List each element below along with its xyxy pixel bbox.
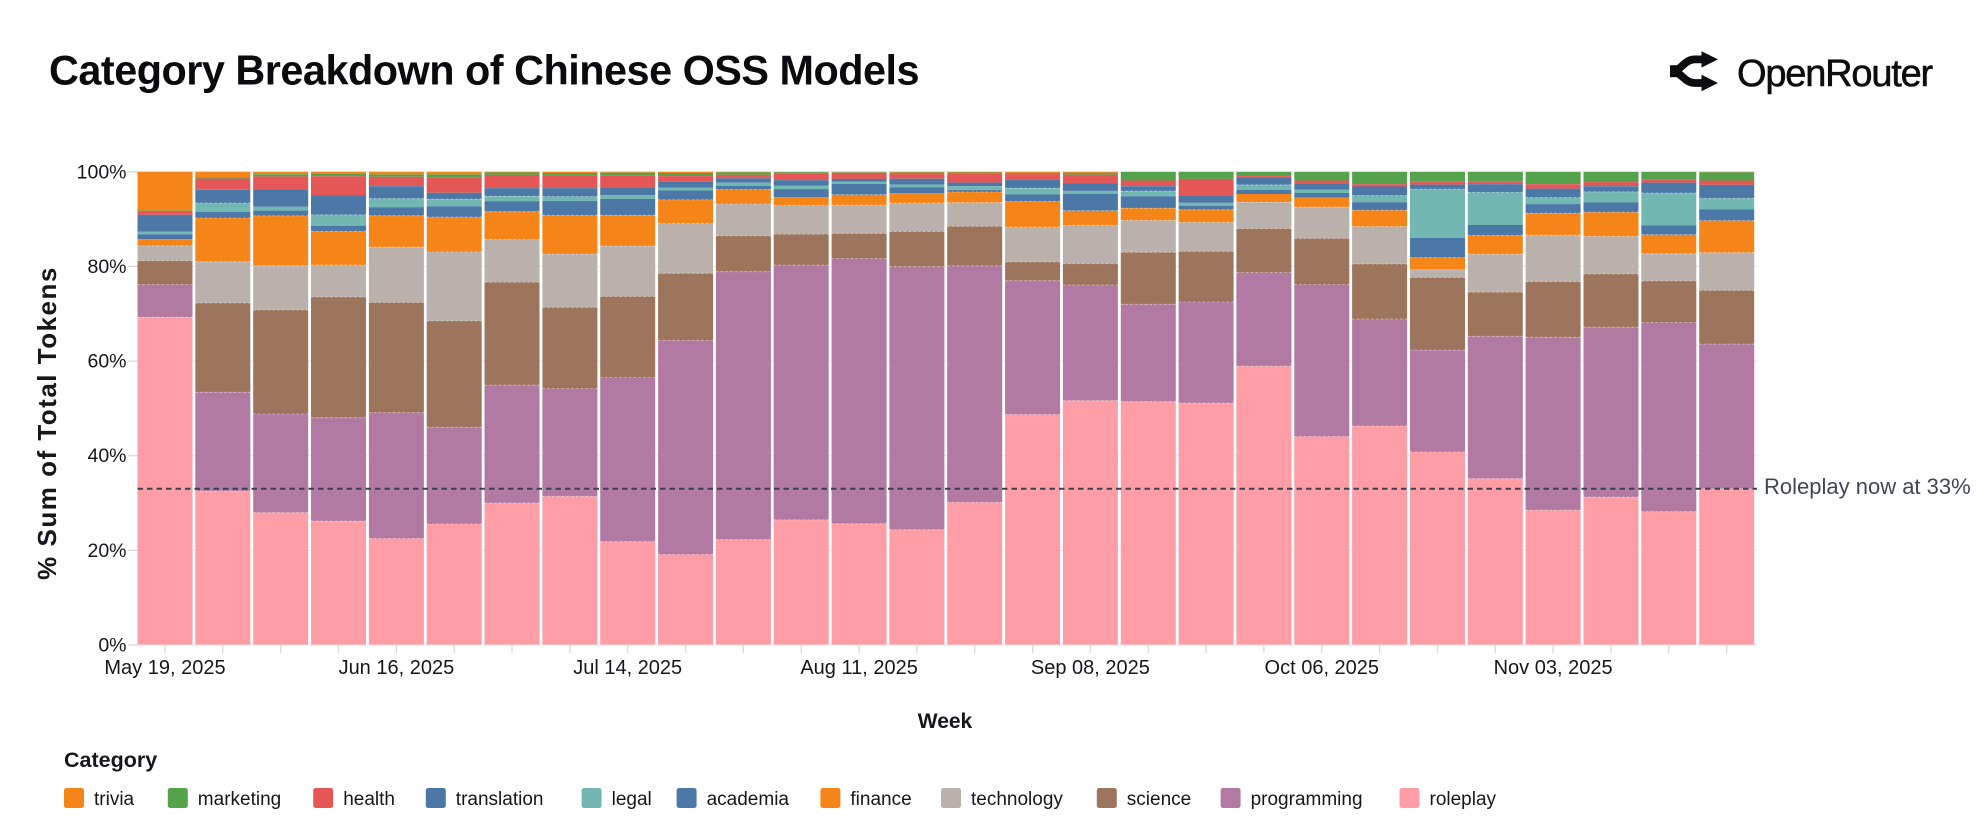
svg-text:60%: 60% [87, 351, 126, 373]
svg-text:100%: 100% [77, 161, 127, 183]
svg-text:80%: 80% [87, 256, 126, 278]
svg-text:Category Breakdown of Chinese: Category Breakdown of Chinese OSS Models [49, 48, 919, 94]
svg-text:programming: programming [1251, 789, 1363, 810]
svg-text:Oct 06, 2025: Oct 06, 2025 [1265, 657, 1380, 679]
svg-text:roleplay: roleplay [1430, 789, 1497, 810]
svg-text:legal: legal [612, 789, 652, 810]
svg-text:trivia: trivia [94, 789, 135, 810]
svg-text:science: science [1127, 789, 1191, 810]
svg-text:Category: Category [64, 748, 157, 772]
svg-text:0%: 0% [98, 635, 126, 657]
svg-text:academia: academia [707, 789, 790, 810]
svg-text:Jul 14, 2025: Jul 14, 2025 [573, 657, 682, 679]
svg-text:Sep 08, 2025: Sep 08, 2025 [1031, 657, 1150, 679]
svg-text:Nov 03, 2025: Nov 03, 2025 [1494, 657, 1613, 679]
svg-text:translation: translation [456, 789, 544, 810]
svg-text:40%: 40% [87, 445, 126, 467]
svg-text:Jun 16, 2025: Jun 16, 2025 [339, 657, 455, 679]
svg-text:Aug 11, 2025: Aug 11, 2025 [800, 657, 918, 679]
svg-text:% Sum of Total Tokens: % Sum of Total Tokens [32, 266, 62, 580]
svg-text:technology: technology [971, 789, 1063, 810]
svg-text:finance: finance [850, 789, 911, 810]
svg-text:OpenRouter: OpenRouter [1737, 53, 1934, 95]
svg-text:Week: Week [918, 710, 973, 733]
svg-text:health: health [343, 789, 395, 810]
svg-text:May 19, 2025: May 19, 2025 [104, 657, 225, 679]
svg-text:Roleplay now at 33%: Roleplay now at 33% [1764, 474, 1971, 499]
svg-text:20%: 20% [87, 540, 126, 562]
svg-text:marketing: marketing [198, 789, 281, 810]
